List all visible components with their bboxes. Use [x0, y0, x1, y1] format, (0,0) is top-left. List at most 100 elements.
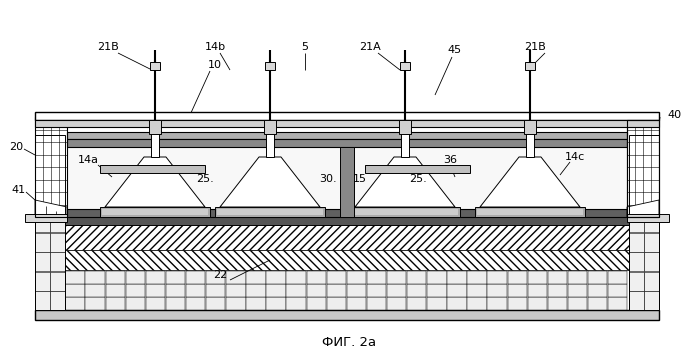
Bar [568, 284, 587, 297]
Bar [487, 271, 507, 284]
Bar [50, 252, 64, 271]
Bar [35, 135, 65, 310]
Polygon shape [220, 157, 320, 207]
Text: 5: 5 [301, 42, 308, 52]
Bar [149, 120, 161, 134]
Bar [629, 193, 644, 213]
Text: ФИГ. 2а: ФИГ. 2а [322, 337, 376, 350]
Bar [67, 139, 627, 147]
Bar [166, 284, 185, 297]
Bar [427, 297, 447, 310]
Bar [507, 284, 527, 297]
Bar [407, 271, 426, 284]
Bar [35, 310, 659, 320]
Bar [246, 271, 266, 284]
Text: 25.: 25. [409, 174, 427, 184]
Bar [106, 284, 125, 297]
Bar [306, 284, 326, 297]
Bar [166, 271, 185, 284]
Bar [401, 113, 409, 157]
Bar [306, 297, 326, 310]
Bar [525, 62, 535, 70]
Bar [65, 217, 629, 225]
Bar [50, 193, 64, 213]
Bar [365, 165, 470, 173]
Bar [35, 233, 50, 251]
Bar [629, 233, 644, 251]
Bar [387, 271, 406, 284]
Text: 36: 36 [443, 155, 457, 165]
Bar [35, 213, 50, 232]
Bar [350, 207, 460, 217]
Bar [627, 214, 669, 222]
Bar [35, 135, 50, 154]
Bar [629, 291, 644, 310]
Bar [106, 297, 125, 310]
Bar [150, 62, 160, 70]
Bar [65, 284, 85, 297]
Bar [399, 120, 411, 134]
Text: 45: 45 [448, 45, 462, 55]
Bar [100, 207, 210, 217]
Polygon shape [627, 200, 659, 217]
Bar [264, 120, 276, 134]
Bar [186, 284, 206, 297]
Bar [627, 117, 659, 217]
Bar [50, 154, 64, 174]
Bar [306, 271, 326, 284]
Bar [627, 120, 659, 217]
Bar [347, 297, 366, 310]
Bar [35, 272, 50, 290]
Bar [246, 297, 266, 310]
Bar [347, 271, 366, 284]
Bar [548, 284, 567, 297]
Bar [50, 213, 64, 232]
Text: 25.: 25. [196, 174, 214, 184]
Bar [629, 135, 644, 154]
Bar [186, 297, 206, 310]
Bar [106, 271, 125, 284]
Bar [126, 297, 145, 310]
Bar [35, 120, 659, 127]
Bar [35, 135, 65, 310]
Bar [217, 209, 323, 215]
Bar [468, 271, 487, 284]
Bar [35, 154, 50, 174]
Bar [644, 272, 658, 290]
Bar [50, 233, 64, 251]
Bar [85, 284, 105, 297]
Bar [67, 139, 627, 209]
Bar [608, 271, 628, 284]
Bar [387, 284, 406, 297]
Bar [35, 291, 50, 310]
Bar [226, 284, 245, 297]
Bar [85, 297, 105, 310]
Bar [352, 209, 458, 215]
Bar [475, 207, 585, 217]
Bar [206, 297, 225, 310]
Bar [629, 213, 644, 232]
Bar [126, 271, 145, 284]
Bar [50, 272, 64, 290]
Text: 41: 41 [11, 185, 25, 195]
Bar [151, 113, 159, 157]
Bar [524, 120, 536, 134]
Bar [215, 207, 325, 217]
Text: 15: 15 [353, 174, 367, 184]
Bar [629, 154, 644, 174]
Bar [206, 284, 225, 297]
Bar [447, 271, 467, 284]
Bar [246, 284, 266, 297]
Bar [528, 284, 547, 297]
Bar [266, 297, 286, 310]
Bar [367, 271, 387, 284]
Bar [526, 113, 534, 157]
Bar [265, 62, 275, 70]
Bar [468, 284, 487, 297]
Bar [266, 271, 286, 284]
Text: 40: 40 [667, 110, 681, 120]
Bar [35, 193, 50, 213]
Polygon shape [355, 157, 455, 207]
Bar [407, 284, 426, 297]
Bar [65, 250, 629, 270]
